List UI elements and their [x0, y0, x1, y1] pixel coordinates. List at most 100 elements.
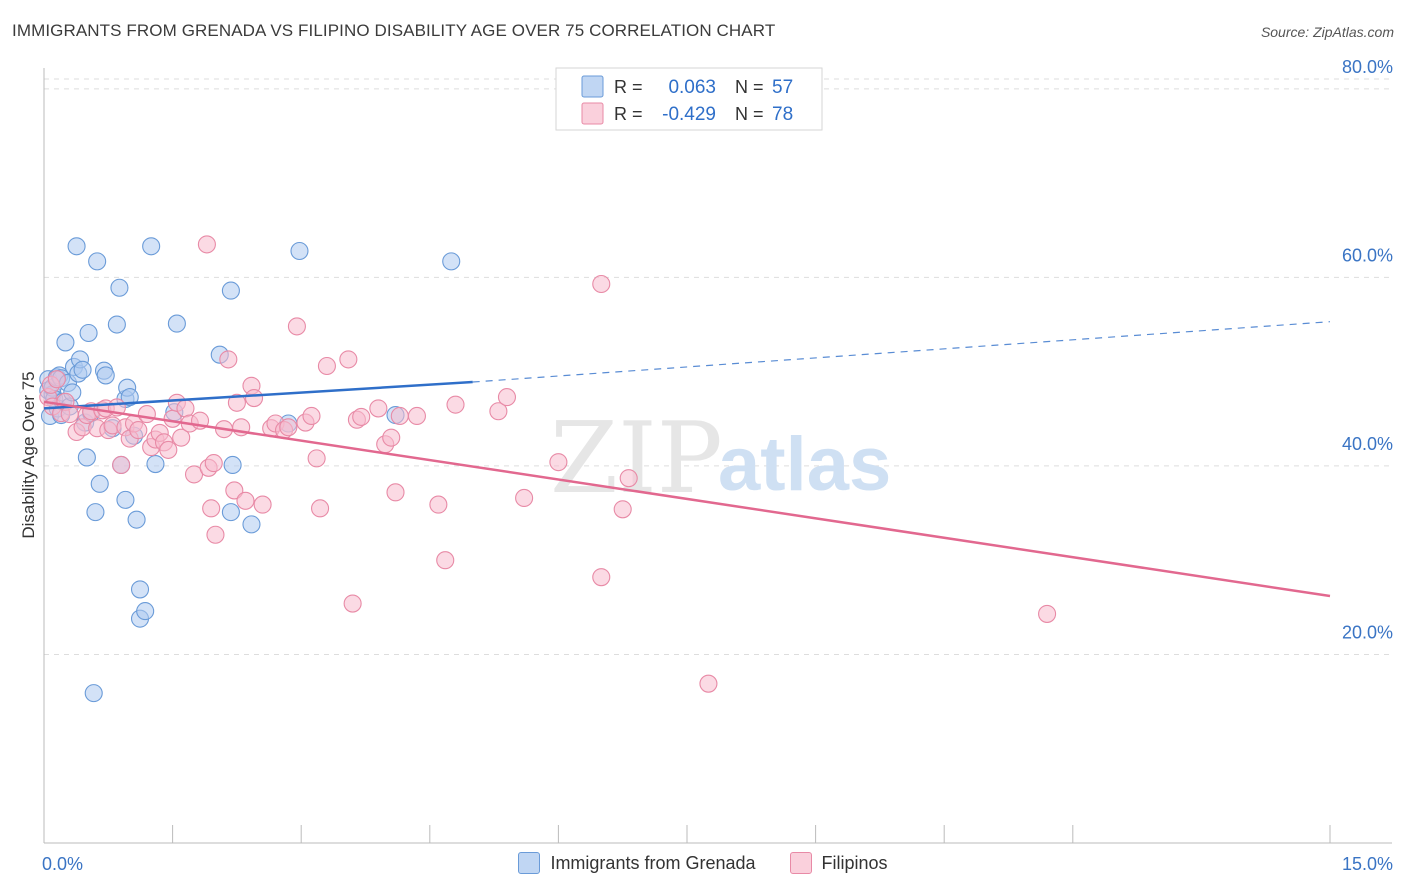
- legend-r-value-2: -0.429: [662, 104, 716, 125]
- grenada-point-26: [86, 503, 105, 522]
- filipinos-point-52: [279, 418, 298, 437]
- grenada-trend-line: [43, 380, 473, 410]
- filipinos-point-78: [613, 500, 632, 519]
- legend-label-grenada: Immigrants from Grenada: [550, 852, 756, 873]
- filipinos-point-35: [197, 235, 216, 254]
- filipinos-point-31: [176, 399, 195, 418]
- swatch-filipinos: [789, 852, 812, 874]
- filipinos-point-43: [227, 393, 246, 412]
- grenada-point-51: [223, 455, 242, 475]
- filipinos-point-3: [47, 370, 66, 389]
- grenada-point-22: [77, 448, 96, 467]
- filipinos-point-68: [407, 406, 426, 426]
- filipinos-point-38: [204, 454, 223, 473]
- filipinos-point-77: [592, 568, 611, 587]
- filipinos-point-75: [549, 453, 568, 472]
- filipinos-point-47: [244, 389, 264, 408]
- grenada-point-50: [221, 281, 240, 300]
- series-legend: Immigrants from Grenada Filipinos: [0, 852, 1406, 874]
- y-tick-label-3: 80.0%: [1342, 57, 1393, 77]
- grenada-point-43: [136, 602, 155, 621]
- grenada-point-49: [221, 503, 240, 522]
- grenada-point-28: [90, 474, 109, 493]
- grenada-point-54: [290, 241, 309, 261]
- legend-swatch-grenada: [581, 75, 604, 98]
- filipinos-point-45: [236, 491, 255, 510]
- filipinos-point-67: [390, 406, 409, 426]
- watermark: ZIP atlas: [550, 402, 891, 516]
- filipinos-point-60: [343, 594, 362, 613]
- legend-r-value-1: 0.063: [668, 77, 716, 98]
- trend-layer: [43, 321, 1331, 598]
- y-axis-title: Disability Age Over 75: [19, 371, 38, 538]
- grenada-point-45: [146, 454, 165, 474]
- legend-item-grenada: Immigrants from Grenada: [518, 852, 756, 874]
- grenada-point-20: [73, 360, 92, 379]
- grenada-point-17: [67, 237, 86, 256]
- filipinos-point-27: [159, 440, 178, 459]
- filipinos-point-21: [129, 421, 148, 440]
- filipinos-point-62: [352, 407, 371, 426]
- filipinos-point-17: [112, 455, 131, 475]
- chart-title: IMMIGRANTS FROM GRENADA VS FILIPINO DISA…: [12, 21, 776, 40]
- filipinos-point-76: [592, 274, 611, 294]
- grenada-point-56: [442, 252, 461, 271]
- filipinos-point-81: [1038, 604, 1057, 623]
- grenada-point-52: [242, 515, 261, 534]
- swatch-grenada: [518, 852, 541, 874]
- source-credit: Source: ZipAtlas.com: [1260, 24, 1394, 40]
- axis-layer: [43, 68, 1392, 844]
- legend-swatch-filipinos: [581, 102, 604, 125]
- filipinos-point-63: [369, 399, 388, 418]
- y-tick-label-0: 20.0%: [1342, 622, 1393, 642]
- filipinos-point-55: [302, 406, 321, 426]
- filipinos-point-74: [515, 488, 534, 508]
- points-layer: [39, 235, 1057, 703]
- filipinos-point-70: [436, 551, 455, 570]
- x-tick-label-1: 15.0%: [1342, 854, 1393, 874]
- grenada-point-32: [107, 315, 126, 334]
- legend-r-label-1: R =: [614, 77, 643, 97]
- filipinos-point-57: [311, 499, 330, 518]
- filipinos-point-41: [219, 350, 238, 369]
- filipinos-point-37: [202, 499, 221, 518]
- filipinos-point-58: [317, 356, 336, 376]
- legend-n-label-1: N =: [735, 77, 764, 97]
- filipinos-point-66: [386, 483, 405, 502]
- grenada-point-27: [88, 252, 107, 271]
- legend-n-value-1: 57: [772, 77, 793, 98]
- legend-n-label-2: N =: [735, 104, 764, 124]
- watermark-zip: ZIP: [550, 402, 723, 516]
- filipinos-point-71: [446, 395, 465, 414]
- correlation-legend: R = 0.063 N = 57 R = -0.429 N = 78: [555, 67, 823, 131]
- y-tick-label-1: 40.0%: [1342, 434, 1393, 454]
- filipinos-point-73: [497, 388, 517, 407]
- grenada-point-23: [79, 323, 98, 343]
- filipinos-point-48: [253, 495, 272, 514]
- filipinos-trend-line: [43, 400, 1331, 598]
- grid-layer: [44, 78, 1392, 655]
- filipinos-point-22: [137, 405, 156, 424]
- grenada-point-12: [56, 333, 75, 352]
- legend-n-value-2: 78: [772, 104, 793, 125]
- grenada-point-30: [96, 366, 115, 385]
- legend-r-label-2: R =: [614, 104, 643, 124]
- grenada-point-25: [84, 684, 103, 703]
- filipinos-point-42: [225, 481, 244, 500]
- filipinos-point-39: [206, 525, 225, 544]
- filipinos-point-79: [619, 469, 638, 488]
- grenada-point-46: [167, 314, 186, 333]
- filipinos-point-65: [382, 428, 401, 447]
- grenada-point-33: [110, 278, 129, 297]
- grenada-point-44: [142, 237, 161, 256]
- tick-label-layer: 20.0% 40.0% 60.0% 80.0% 0.0% 15.0%: [42, 57, 1393, 874]
- filipinos-point-56: [307, 449, 326, 468]
- watermark-atlas: atlas: [718, 422, 891, 507]
- filipinos-point-80: [699, 674, 718, 693]
- x-tick-label-0: 0.0%: [42, 854, 83, 874]
- filipinos-point-72: [489, 402, 508, 421]
- filipinos-point-53: [287, 317, 306, 336]
- filipinos-point-69: [429, 495, 448, 514]
- grenada-trend-extension: [472, 321, 1331, 383]
